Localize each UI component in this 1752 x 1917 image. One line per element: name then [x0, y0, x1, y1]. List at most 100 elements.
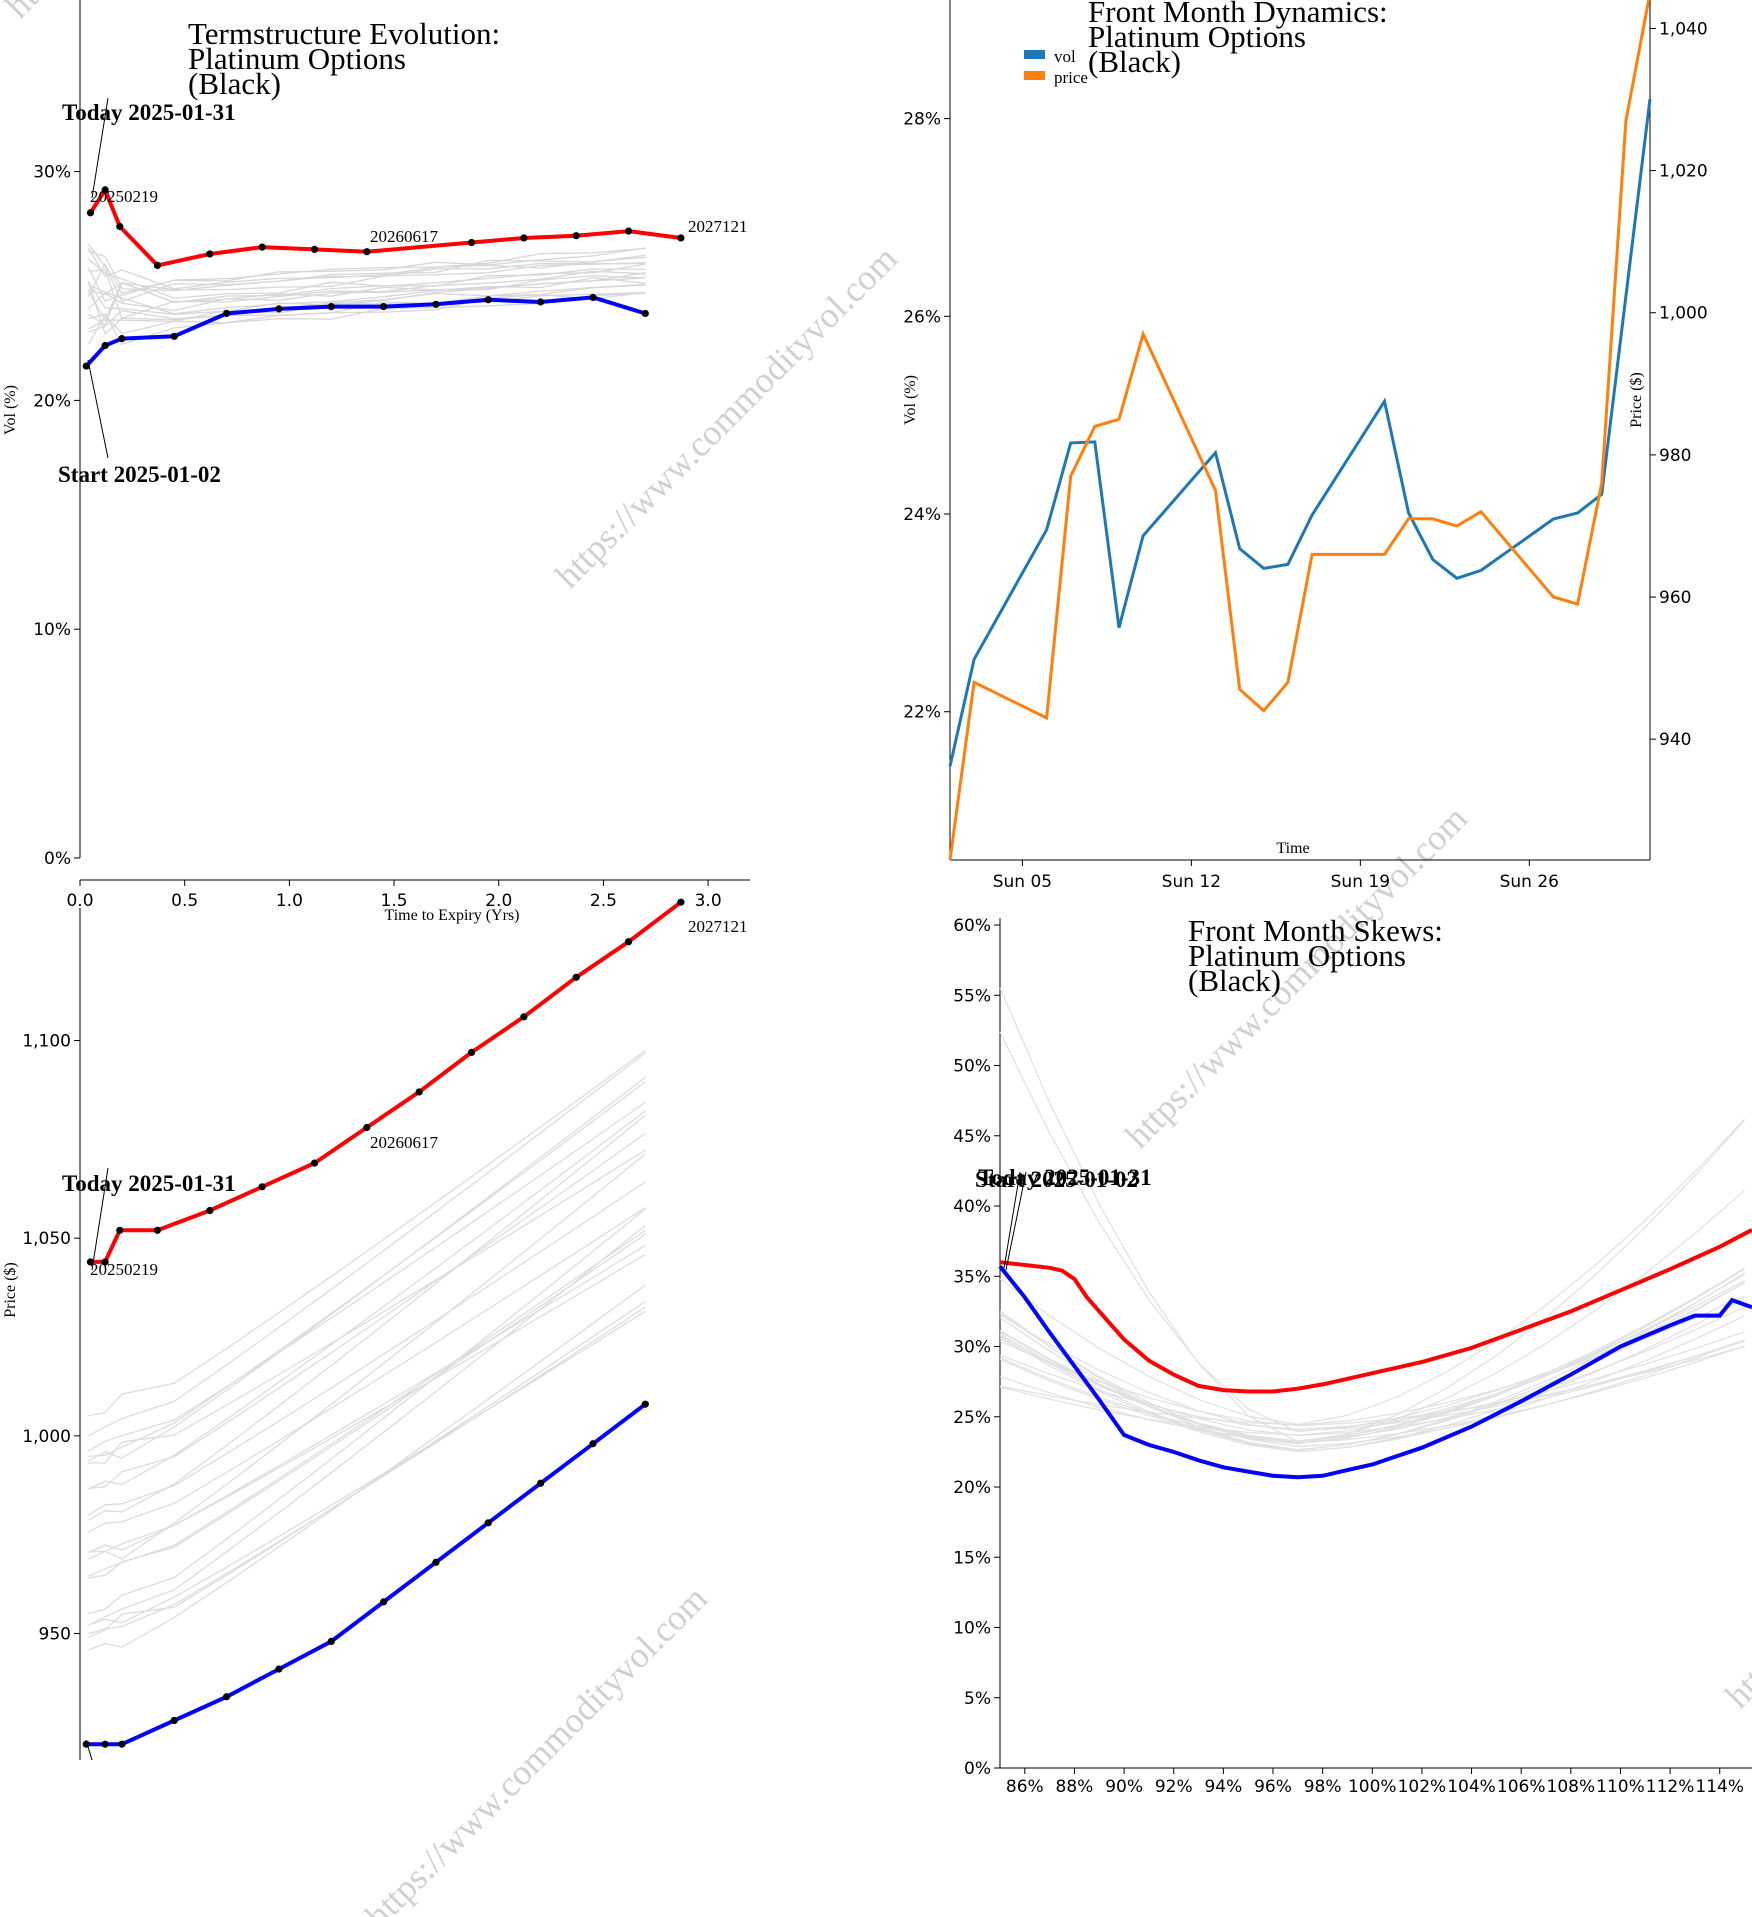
history-skew [999, 1118, 1746, 1426]
history-curve [88, 277, 646, 315]
chart-title-line: Termstructure Evolution: [188, 16, 500, 51]
history-curve [88, 1300, 646, 1638]
legend-swatch [1024, 50, 1045, 59]
annotation-today: Today 2025-01-31 [978, 1165, 1152, 1190]
annotation-start-arrow [1005, 1171, 1027, 1271]
x-tick-label: Sun 19 [1331, 872, 1390, 892]
x-tick-label: Sun 26 [1500, 872, 1559, 892]
series-point [641, 1400, 649, 1408]
y-tick-label: 35% [953, 1267, 991, 1287]
history-curve [88, 1052, 646, 1437]
y-tick-label: 22% [903, 703, 941, 723]
series-point [101, 1258, 109, 1266]
series-point [641, 309, 649, 318]
series-line-start [86, 1402, 647, 1747]
y-tick-label: 30% [33, 163, 71, 183]
x-tick-label: 0.5 [171, 891, 198, 911]
x-axis-label: Time [1276, 840, 1309, 857]
y-tick-label: 10% [953, 1619, 991, 1639]
y2-tick-label: 940 [1659, 730, 1691, 750]
y-axis-label: Vol (%) [2, 385, 19, 435]
x-tick-label: 102% [1398, 1777, 1447, 1797]
series-point [86, 1258, 95, 1266]
series-point [467, 238, 476, 247]
history-curve [87, 247, 646, 302]
series-point [170, 332, 178, 340]
series-point [677, 234, 685, 242]
annotation-start-arrow [85, 1739, 93, 1761]
series-point [484, 296, 492, 304]
chart-title-line: Front Month Skews: [1188, 913, 1443, 948]
history-curve [88, 262, 646, 295]
y-axis-label: Price ($) [2, 1262, 19, 1318]
x-axis-label: Time to Expiry (Yrs) [385, 907, 520, 924]
x-tick-label: 2.0 [485, 891, 512, 911]
y-tick-label: 50% [953, 1057, 991, 1077]
y2-tick-label: 960 [1659, 588, 1691, 608]
series-point [275, 1665, 283, 1673]
annotation-start: Start 2025-01-02 [975, 1167, 1138, 1192]
history-curve [88, 1224, 646, 1627]
x-tick-label: 1.5 [381, 891, 408, 911]
history-curve [88, 1101, 646, 1452]
y-tick-label: 25% [953, 1408, 991, 1428]
front-month-skew-chart: 0% 5% 10% 15% 20% 25% 30% 35% 40% 45% 50% 55% 60% 86%… [953, 913, 1752, 1797]
y-tick-label: 30% [953, 1338, 991, 1358]
mid-expiry-label: 20260617 [370, 1133, 439, 1152]
y-tick-label: 40% [953, 1197, 991, 1217]
legend-swatch [1024, 71, 1045, 80]
series-line-start [84, 295, 646, 368]
series-point [327, 1637, 335, 1646]
series-line-start [998, 1265, 1752, 1480]
y-tick-label: 0% [44, 849, 71, 869]
series-point [118, 1740, 126, 1748]
mid-expiry-label: 20260617 [370, 227, 439, 246]
x-tick-label: Sun 12 [1162, 872, 1221, 892]
history-curve [88, 283, 646, 333]
series-point [379, 302, 388, 311]
x-tick-label: 88% [1056, 1777, 1094, 1797]
x-tick-label: 1.0 [276, 891, 303, 911]
x-tick-label: 112% [1646, 1777, 1695, 1797]
history-curve [88, 1149, 646, 1464]
chart-title-line: (Black) [188, 66, 281, 101]
y-tick-label: 55% [953, 986, 991, 1006]
series-point [86, 209, 95, 217]
front-month-dynamics-chart: 22% 24% 26% 28% 940 960 980 1,000 1,020 1,040 Sun … [902, 0, 1708, 892]
history-skew [999, 1298, 1745, 1453]
x-tick-label: 110% [1596, 1777, 1645, 1797]
series-point [327, 302, 335, 311]
x-tick-label: 92% [1155, 1777, 1193, 1797]
history-curve [88, 250, 646, 292]
history-skew [999, 1330, 1745, 1444]
y-tick-label: 5% [964, 1689, 991, 1709]
series-point [363, 248, 371, 256]
y-tick-label: 15% [953, 1548, 991, 1568]
y-tick-label: 1,050 [22, 1229, 71, 1249]
series-line-price [948, 0, 1651, 861]
history-curve [87, 243, 646, 303]
x-tick-label: 94% [1204, 1777, 1242, 1797]
futures-curve-chart: 950 1,000 1,050 1,100 Price ($) Today 2025-01… [2, 898, 748, 1761]
history-curve [88, 1081, 646, 1458]
watermark-text: https://www.commodityvol.com [1717, 1358, 1752, 1716]
y-tick-label: 28% [903, 110, 941, 130]
history-curve [88, 269, 646, 319]
y-tick-label: 10% [33, 620, 71, 640]
series-point [467, 1048, 476, 1057]
legend-label: vol [1054, 47, 1076, 66]
series-point [116, 222, 124, 231]
last-expiry-label: 2027121 [688, 217, 748, 236]
series-point [116, 1226, 124, 1234]
history-curve [88, 1114, 646, 1521]
history-curve [88, 1050, 646, 1417]
series-point [572, 232, 580, 240]
chart-title-line: Front Month Dynamics: [1088, 0, 1388, 29]
series-point [222, 1693, 231, 1701]
history-curve [87, 258, 646, 299]
history-curve [88, 1253, 646, 1553]
x-tick-label: 2.5 [590, 891, 617, 911]
series-point [101, 341, 109, 350]
x-tick-label: 98% [1304, 1777, 1342, 1797]
series-point [222, 309, 231, 318]
